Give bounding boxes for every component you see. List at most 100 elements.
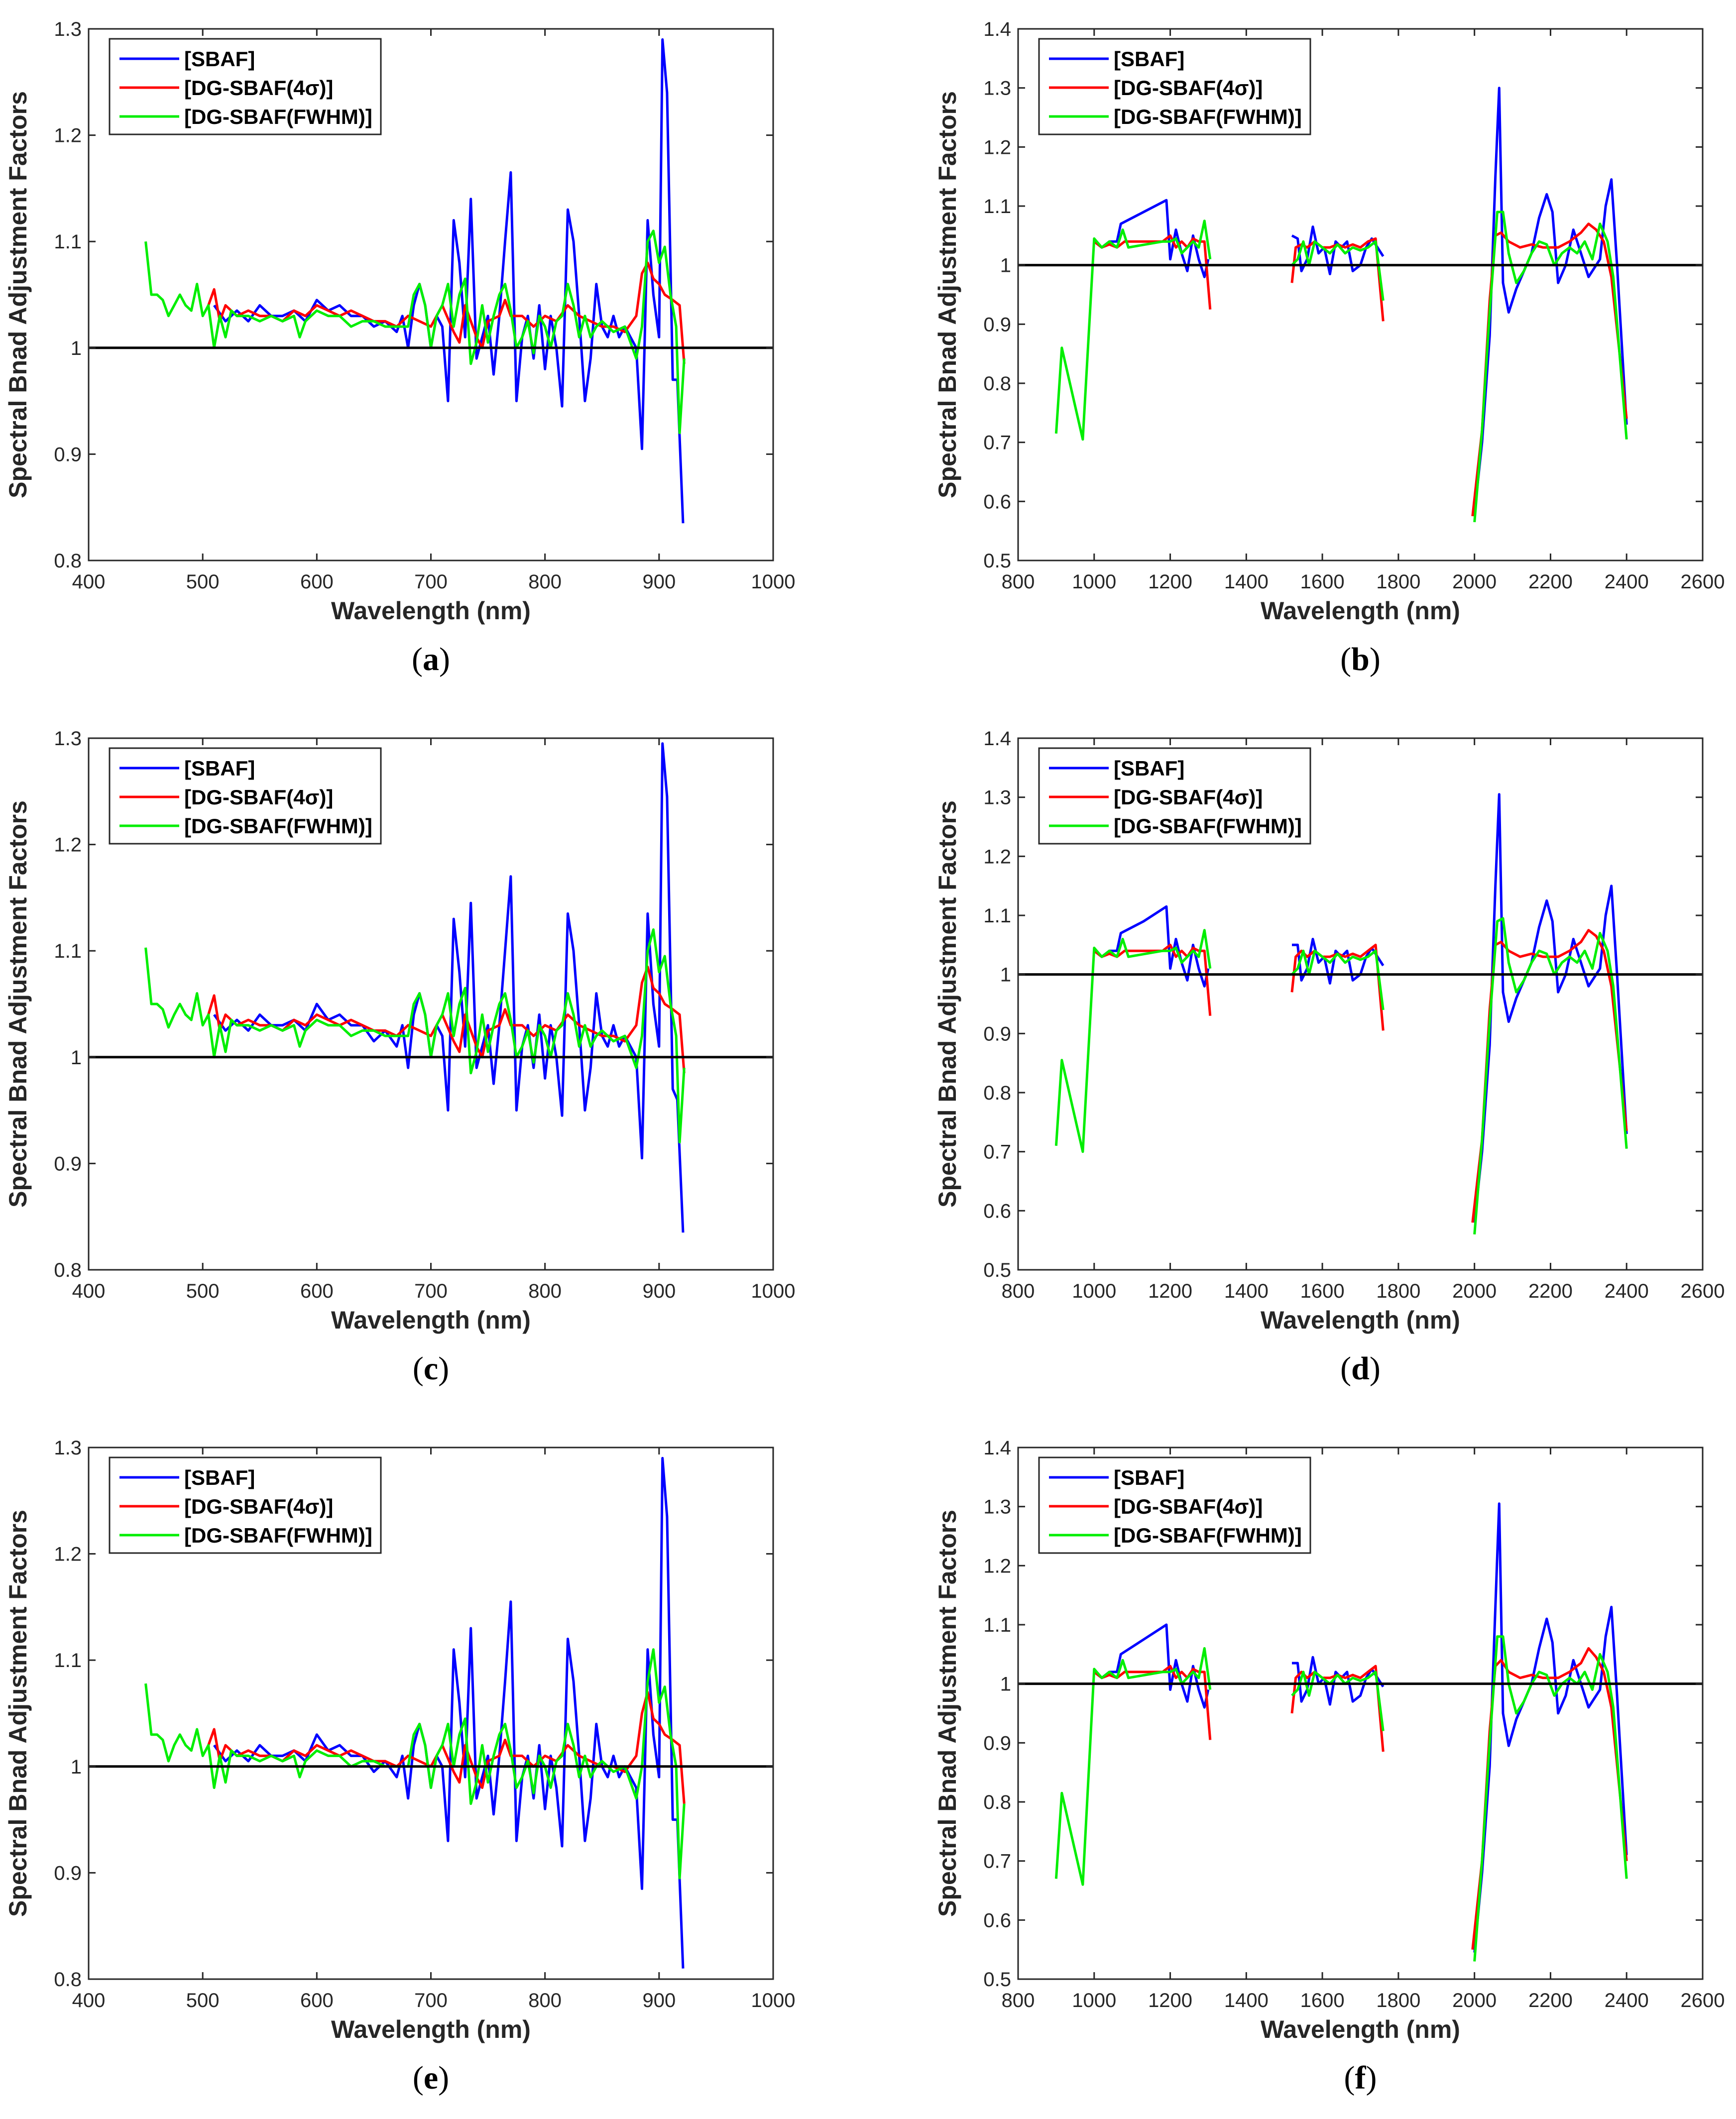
y-tick-label: 1.2 [983,1555,1011,1577]
y-tick-label: 0.6 [983,1200,1011,1222]
series-dg-sbaf-4sigma [207,1690,686,1804]
x-tick-label: 1200 [1148,1280,1192,1302]
x-tick-label: 500 [186,1990,220,2011]
data-layer [1018,793,1703,1234]
x-axis-label: Wavelength (nm) [1261,1306,1460,1334]
series-line [1291,949,1385,1010]
y-tick-label: 0.8 [54,550,82,572]
x-tick-label: 800 [1002,571,1035,593]
series-line [1292,938,1385,985]
x-tick-label: 1800 [1376,1990,1420,2011]
x-tick-label: 1600 [1300,1280,1345,1302]
y-axis-label: Spectral Bnad Adjustment Factors [4,91,32,498]
series-line [1054,929,1212,1153]
x-axis-label: Wavelength (nm) [331,597,531,625]
x-tick-label: 900 [642,1280,676,1302]
series-line [1093,1623,1210,1709]
y-tick-label: 1.3 [54,1437,82,1459]
series-dg-sbaf-fwhm [144,229,686,435]
x-tick-label: 400 [72,1280,106,1302]
x-axis-label: Wavelength (nm) [1261,2015,1460,2043]
legend-label: [DG-SBAF(FWHM)] [1114,1524,1302,1547]
panel-caption: (f) [1344,2060,1377,2096]
x-tick-label: 500 [186,571,220,593]
x-tick-label: 600 [300,1280,334,1302]
chart-panel-d: 800 1000 1200 1400 1600 1800 2000 2200 2400 2600 0… [933,728,1725,1387]
series-sbaf [213,38,685,524]
x-tick-label: 900 [642,571,676,593]
series-line [1093,943,1212,1016]
y-tick-label: 1 [1000,255,1011,277]
x-tick-label: 1800 [1376,1280,1420,1302]
axes-box [1017,28,1704,561]
x-tick-label: 1000 [1072,571,1116,593]
legend-label: [SBAF] [184,47,255,71]
x-tick-label: 2000 [1452,571,1497,593]
y-tick-label: 0.7 [983,432,1011,454]
y-tick-label: 0.9 [54,1153,82,1175]
legend: [SBAF] [DG-SBAF(4σ)] [DG-SBAF(FWHM)] [109,1456,382,1554]
x-tick-label: 700 [414,571,448,593]
y-tick-label: 1 [1000,1673,1011,1695]
y-tick-label: 1.4 [983,1437,1011,1459]
y-tick-label: 0.8 [983,373,1011,395]
y-tick-label: 1 [1000,964,1011,986]
legend-label: [DG-SBAF(FWHM)] [184,814,372,838]
series-line [1291,240,1385,301]
x-tick-label: 1000 [1072,1280,1116,1302]
legend-label: [DG-SBAF(FWHM)] [1114,105,1302,128]
y-tick-label: 0.9 [54,1862,82,1884]
series-line [213,1456,685,1969]
x-tick-label: 700 [414,1990,448,2011]
x-tick-label: 800 [1002,1990,1035,2011]
y-tick-label: 1.2 [54,1544,82,1565]
chart-panel-e: 400 500 600 700 800 900 1000 0.8 0.9 1 1.1 1.2 1.3 Wa… [4,1437,795,2096]
axes-box [1017,1447,1704,1980]
legend-box [109,747,382,845]
series-line [1093,199,1210,278]
x-tick-label: 600 [300,571,334,593]
legend-label: [SBAF] [184,1466,255,1489]
series-line [144,229,686,435]
x-tick-label: 500 [186,1280,220,1302]
y-tick-label: 1.1 [54,940,82,962]
series-sbaf [1093,1502,1628,1953]
series-dg-sbaf-4sigma [207,965,686,1073]
x-axis-label: Wavelength (nm) [331,2015,531,2043]
y-tick-label: 0.5 [983,550,1011,572]
legend-label: [DG-SBAF(FWHM)] [1114,814,1302,838]
x-tick-label: 1600 [1300,571,1345,593]
data-layer [1018,1502,1703,1962]
y-tick-label: 1.3 [54,18,82,40]
series-line [1473,211,1628,523]
x-tick-label: 1400 [1224,1990,1269,2011]
y-tick-label: 0.6 [983,1909,1011,1931]
y-tick-label: 0.8 [54,1969,82,1991]
chart-panel-a: 400 500 600 700 800 900 1000 0.8 0.9 1 1.1 1.2 1.3 Wa… [4,18,795,677]
series-line [1093,905,1210,988]
legend: [SBAF] [DG-SBAF(4σ)] [DG-SBAF(FWHM)] [109,38,382,135]
series-line [144,928,686,1144]
x-tick-label: 800 [528,1280,562,1302]
series-line [1093,1665,1212,1740]
x-tick-label: 2600 [1681,1990,1725,2011]
y-tick-label: 1.4 [983,18,1011,40]
x-tick-label: 2000 [1452,1990,1497,2011]
series-dg-sbaf-fwhm [1054,917,1628,1234]
x-tick-label: 900 [642,1990,676,2011]
data-layer [89,1456,773,1969]
y-axis-label: Spectral Bnad Adjustment Factors [933,800,961,1208]
series-sbaf [213,1456,685,1969]
x-tick-label: 2600 [1681,1280,1725,1302]
legend: [SBAF] [DG-SBAF(4σ)] [DG-SBAF(FWHM)] [1038,1456,1311,1554]
x-tick-label: 1400 [1224,571,1269,593]
series-line [213,38,685,524]
legend-label: [SBAF] [1114,47,1184,71]
x-tick-label: 1800 [1376,571,1420,593]
x-tick-label: 2400 [1605,571,1649,593]
series-line [1473,917,1628,1234]
y-tick-label: 0.6 [983,491,1011,513]
y-tick-label: 1.1 [983,196,1011,218]
series-line [1292,1656,1385,1706]
